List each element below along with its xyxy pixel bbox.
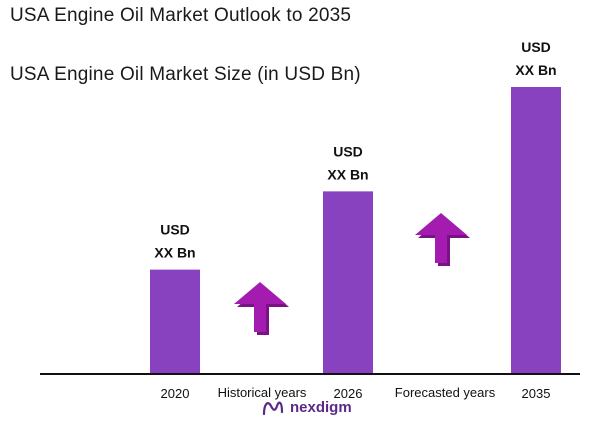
data-label-value-2026: XX Bn: [327, 166, 368, 182]
bar-2020: [150, 269, 200, 374]
data-label-value-2035: XX Bn: [515, 62, 556, 78]
data-label-currency-2020: USD: [160, 222, 190, 238]
x-tick-2026: 2026: [334, 386, 363, 401]
x-tick-2020: 2020: [161, 386, 190, 401]
data-label-value-2020: XX Bn: [154, 245, 195, 261]
bar-2035: [511, 87, 561, 374]
brand-name: nexdigm: [290, 398, 352, 416]
bar-2026: [323, 191, 373, 374]
data-label-currency-2026: USD: [333, 143, 363, 159]
growth-arrow-up-icon: [234, 282, 289, 335]
chart-title: USA Engine Oil Market Outlook to 2035: [10, 5, 352, 26]
growth-arrow-up-icon: [415, 213, 470, 266]
data-label-currency-2035: USD: [521, 39, 551, 55]
period-label-forecast: Forecasted years: [395, 385, 496, 400]
chart-subtitle: USA Engine Oil Market Size (in USD Bn): [10, 64, 361, 85]
brand-logo: nexdigm: [262, 398, 352, 416]
period-label-historical: Historical years: [218, 385, 307, 400]
x-tick-2035: 2035: [522, 386, 551, 401]
nexdigm-logo-icon: [262, 401, 284, 416]
